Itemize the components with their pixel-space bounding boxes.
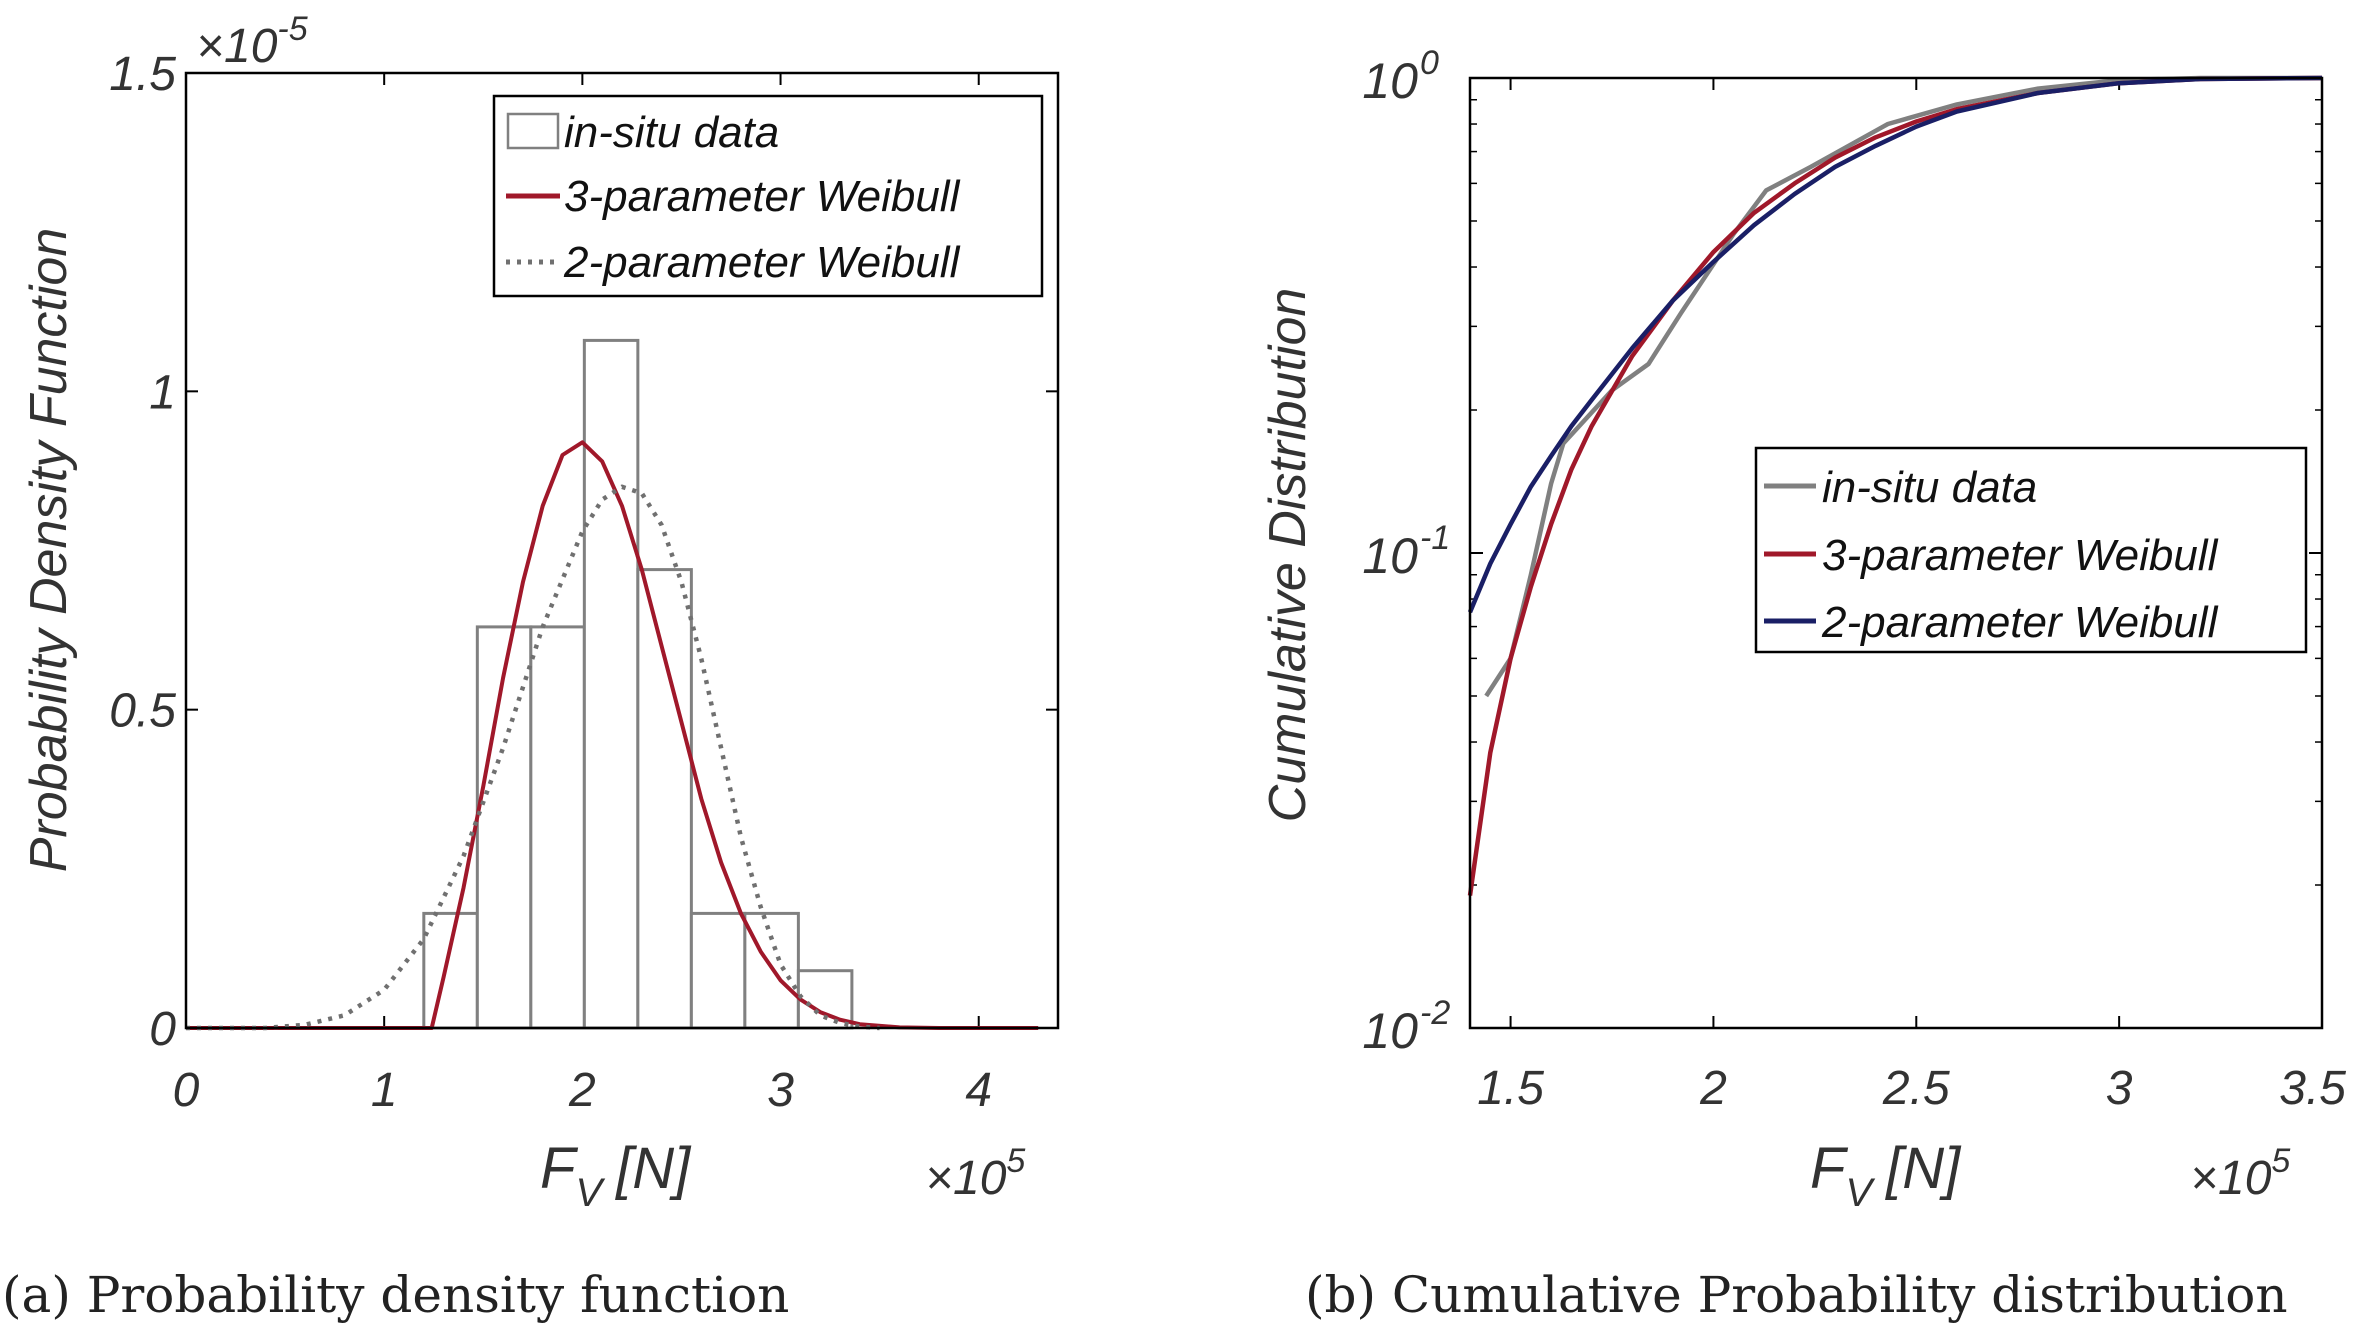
panel-a-series-line	[186, 440, 1039, 1030]
panel-b-xtick-label: 3	[2106, 1062, 2133, 1115]
panel-a-histogram	[422, 338, 854, 1030]
panel-b-axes-frame	[1468, 76, 2324, 1030]
panel-a-series-line	[186, 484, 880, 1031]
panel-b-x-axis-label: FV [N]	[1810, 1136, 1962, 1215]
panel-b-legend-label-2p: 2-parameter Weibull	[1821, 598, 2219, 647]
panel-a-ytick-label: 0	[149, 1003, 176, 1056]
panel-b-x-multiplier: ×105	[2190, 1142, 2290, 1205]
panel-a-x-axis-label: FV [N]	[540, 1136, 692, 1215]
histogram-bar	[689, 911, 747, 1030]
panel-b-xtick-label: 1.5	[1477, 1062, 1544, 1115]
panel-b-ytick-exponent: 0	[1420, 44, 1439, 82]
panel-a-ytick-label: 1	[149, 366, 176, 419]
panel-a-x-multiplier: ×105	[925, 1142, 1025, 1205]
panel-a-ytick-label: 0.5	[109, 685, 176, 738]
histogram-bar	[636, 568, 693, 1030]
panel-a-legend-label-insitu: in-situ data	[564, 108, 779, 157]
panel-b-xtick-label: 2	[1699, 1062, 1727, 1115]
panel-a-legend: in-situ data 3-parameter Weibull 2-param…	[492, 94, 1044, 298]
panel-a-xtick-label: 2	[568, 1064, 596, 1117]
panel-a-axes-frame	[184, 71, 1060, 1030]
panel-a-xtick-label: 4	[965, 1064, 992, 1117]
panel-a-curves	[186, 440, 1039, 1031]
panel-b-legend-box	[1754, 446, 2308, 654]
histogram-bar	[529, 625, 586, 1030]
histogram-bar	[582, 338, 640, 1030]
panel-b-ytick-label: 10	[1362, 53, 1418, 109]
panel-a-y-axis-label: Probability Density Function	[20, 228, 78, 873]
panel-b-legend-label-3p: 3-parameter Weibull	[1822, 531, 2219, 580]
panel-a-tick-labels: 0 1 2 3 4 0 0.5 1 1.5	[109, 48, 992, 1117]
panel-b-y-axis-label: Cumulative Distribution	[1259, 288, 1317, 823]
panel-a-legend-swatch-histogram	[506, 112, 560, 150]
panel-b-series-line	[1467, 75, 2323, 614]
panel-a-legend-label-3p: 3-parameter Weibull	[564, 172, 961, 221]
panel-b-caption: (b) Cumulative Probability distribution	[1305, 1266, 2288, 1324]
panel-a-legend-label-2p: 2-parameter Weibull	[563, 238, 961, 287]
panel-a-pdf: 0 1 2 3 4 0 0.5 1 1.5 ×10-5 Probability Density …	[2, 10, 1060, 1324]
panel-a-xtick-label: 0	[173, 1064, 200, 1117]
panel-b-legend: in-situ data 3-parameter Weibull 2-param…	[1754, 446, 2308, 654]
panel-b-ytick-label: 10	[1362, 1003, 1418, 1059]
panel-a-legend-box	[492, 94, 1044, 298]
panel-b-curves	[1467, 75, 2323, 896]
panel-b-xtick-label: 3.5	[2279, 1062, 2346, 1115]
panel-a-xtick-label: 3	[767, 1064, 794, 1117]
histogram-bar	[422, 911, 479, 1030]
panel-b-legend-label-insitu: in-situ data	[1822, 463, 2037, 512]
panel-b-ytick-exponent: -1	[1420, 519, 1450, 557]
panel-a-ytick-label: 1.5	[109, 48, 176, 101]
panel-b-ytick-exponent: -2	[1420, 994, 1450, 1032]
panel-b-xtick-label: 2.5	[1882, 1062, 1950, 1115]
panel-a-y-multiplier: ×10-5	[196, 10, 308, 73]
panel-a-xtick-label: 1	[371, 1064, 398, 1117]
panel-b-ytick-label: 10	[1362, 528, 1418, 584]
panel-a-caption: (a) Probability density function	[2, 1266, 789, 1324]
